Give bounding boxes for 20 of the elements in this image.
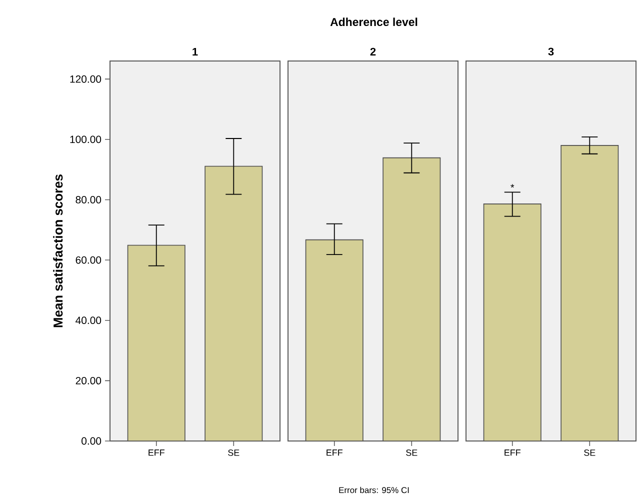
- y-tick-label: 0.00: [82, 437, 102, 445]
- x-tick-label: EFF: [148, 450, 164, 456]
- text: Adherence level: [330, 18, 418, 26]
- x-tick-label: SE: [228, 450, 240, 456]
- chart-title: 2: [370, 48, 376, 56]
- x-tick-label: SE: [406, 450, 418, 456]
- chart-title: 1: [192, 48, 198, 56]
- y-tick-label: 60.00: [76, 256, 102, 264]
- x-tick-label: EFF: [326, 450, 342, 456]
- x-tick-label: EFF: [504, 450, 520, 456]
- y-tick-label: 40.00: [76, 316, 102, 324]
- annotation: *: [510, 184, 514, 188]
- x-tick-label: SE: [584, 450, 596, 456]
- y-axis-title: Mean satisfaction scores: [53, 174, 63, 328]
- y-tick-label: 80.00: [76, 196, 102, 204]
- text: Error bars: 95% CI: [339, 486, 409, 494]
- chart-title: 3: [548, 48, 554, 56]
- y-tick-label: 120.00: [70, 75, 102, 83]
- y-tick-label: 20.00: [76, 376, 102, 384]
- y-tick-label: 100.00: [70, 136, 102, 144]
